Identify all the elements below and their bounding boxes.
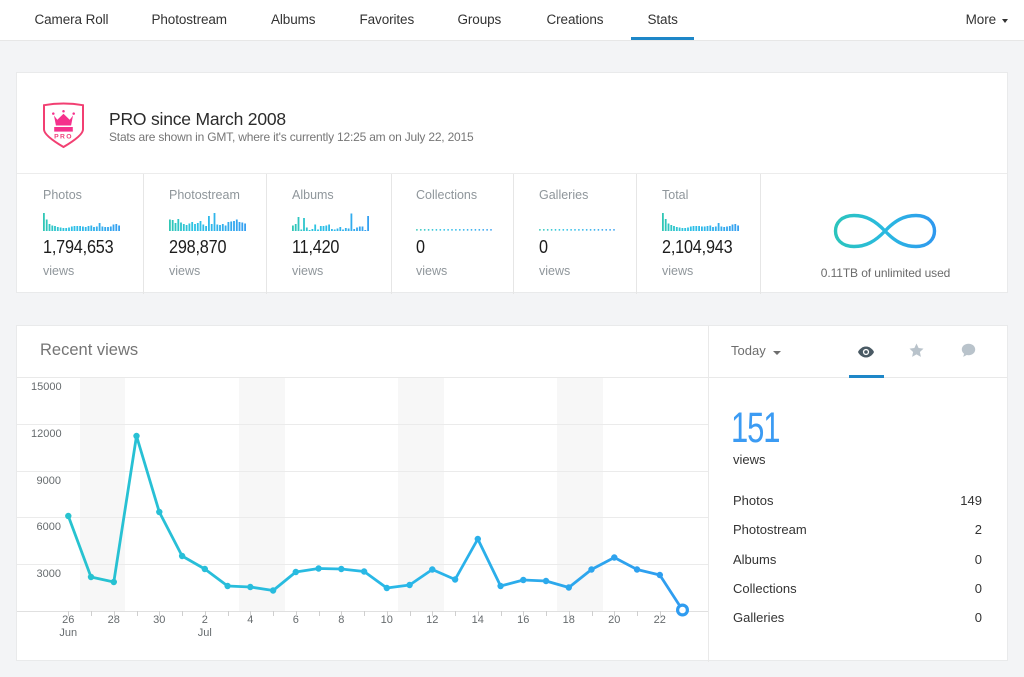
svg-text:PRO: PRO [54,134,73,141]
